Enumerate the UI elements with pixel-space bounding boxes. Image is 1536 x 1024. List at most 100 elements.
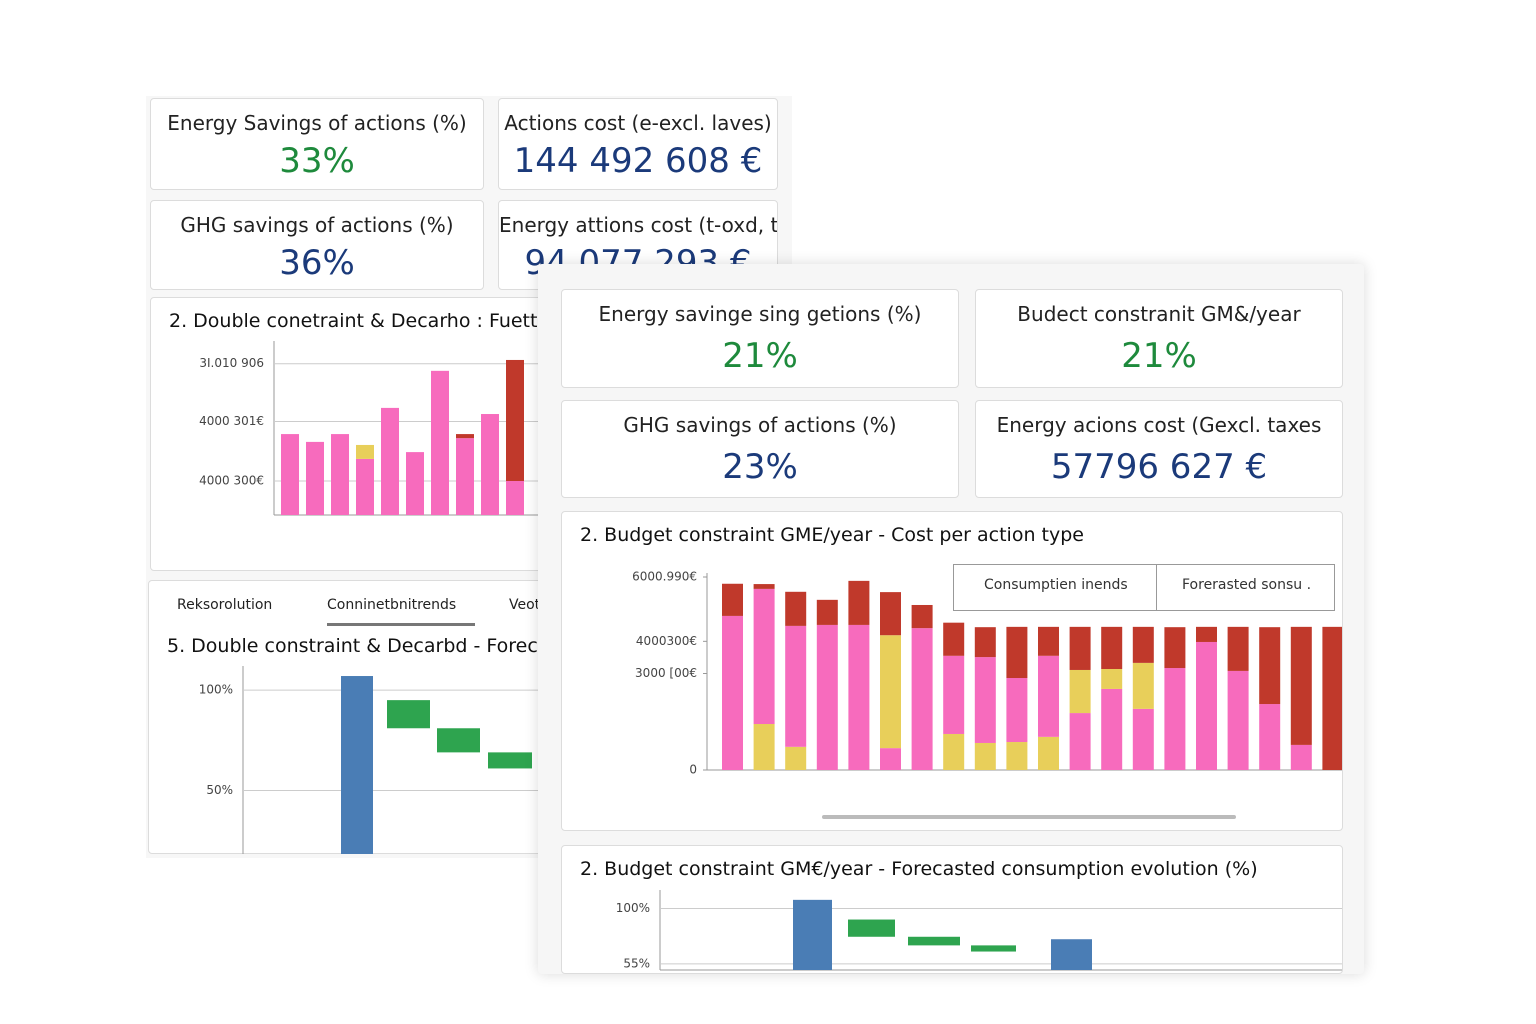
kpi-card: Energy savinge sing getions (%) 21% <box>561 289 959 388</box>
bar-segment <box>1101 668 1123 689</box>
bar-segment <box>753 584 775 589</box>
bar-segment <box>1038 626 1059 656</box>
kpi-label: Energy savinge sing getions (%) <box>598 302 922 326</box>
bar-segment <box>506 481 524 515</box>
bar-segment <box>848 624 870 770</box>
bar-segment <box>816 624 838 770</box>
kpi-value: 33% <box>279 141 355 181</box>
kpi-card: GHG savings of actions (%) 23% <box>561 400 959 498</box>
kpi-label: Energy Savings of actions (%) <box>167 111 467 135</box>
y-tick-label: 3000 [00€ <box>635 666 697 680</box>
bar-segment <box>1038 655 1059 737</box>
front-dashboard: Energy savinge sing getions (%) 21% Bude… <box>538 264 1364 974</box>
scrollbar[interactable] <box>822 815 1236 819</box>
bar-segment <box>1069 669 1091 714</box>
bar-segment <box>974 657 996 743</box>
tab[interactable]: Veot <box>509 597 541 613</box>
bar-segment <box>1227 626 1249 671</box>
waterfall-bar <box>971 945 1016 952</box>
bar-segment <box>1290 744 1312 770</box>
tab[interactable]: Reksorolution <box>177 597 273 613</box>
chart-card: 2. Budget constraint GM€/year - Forecast… <box>561 845 1343 974</box>
bar-segment <box>306 441 324 515</box>
kpi-card: Actions cost (e-excl. laves) 144 492 608… <box>498 98 778 190</box>
bar-segment <box>1164 627 1186 669</box>
kpi-value: 23% <box>722 447 798 487</box>
bar-segment <box>1038 736 1059 770</box>
y-tick-label: 3I.010 906 <box>199 356 264 370</box>
bar-segment <box>722 583 743 616</box>
y-tick-label: 4000 301€ <box>199 414 264 428</box>
legend: Consumptien inends Forerasted sonsu . <box>953 564 1335 611</box>
bar-segment <box>974 627 996 658</box>
tab-underline <box>327 623 475 626</box>
kpi-card: Energy Savings of actions (%) 33% <box>150 98 484 190</box>
y-tick-label: 50% <box>206 783 233 797</box>
waterfall-bar <box>488 752 532 769</box>
waterfall-bar <box>848 919 895 937</box>
kpi-card: GHG savings of actions (%) 36% <box>150 200 484 290</box>
bar-segment <box>911 604 933 629</box>
kpi-value: 57796 627 € <box>1050 447 1268 487</box>
waterfall-bar <box>793 899 832 970</box>
bar-segment <box>911 628 933 770</box>
kpi-label: Energy attions cost (t-oxd, t <box>499 213 778 237</box>
waterfall-bar <box>341 676 373 854</box>
legend-divider <box>1156 565 1157 610</box>
kpi-label: GHG savings of actions (%) <box>623 413 897 437</box>
bar-segment <box>943 655 965 734</box>
tab[interactable]: Conninetbnitrends <box>327 597 457 613</box>
kpi-value: 21% <box>1121 336 1197 376</box>
bar-segment <box>506 359 524 481</box>
waterfall-bar <box>387 700 430 729</box>
bar-segment <box>943 733 965 770</box>
bar-segment <box>1006 626 1028 679</box>
chart-title: 5. Double constraint & Decarbd - Forecas… <box>167 635 568 657</box>
y-tick-label: 55% <box>623 956 650 970</box>
bar-segment <box>753 588 775 725</box>
bar-segment <box>1069 713 1091 770</box>
bar-segment <box>943 622 965 656</box>
bar-segment <box>785 746 807 770</box>
bar-segment <box>1069 626 1091 670</box>
kpi-value: 144 492 608 € <box>513 141 763 181</box>
waterfall-bar <box>437 728 480 753</box>
kpi-label: Budect constranit GM&/year <box>1017 302 1301 326</box>
bar-segment <box>722 615 743 770</box>
bar-segment <box>1101 688 1123 770</box>
chart-title: 2. Budget constraint GM€/year - Forecast… <box>580 858 1258 880</box>
bar-segment <box>431 370 449 515</box>
y-tick-label: 0 <box>689 763 697 777</box>
chart: 0 3000 [00€ 4000300€ 6000.990€ <box>632 570 1342 777</box>
bar-segment <box>1259 704 1281 770</box>
bar-segment <box>785 625 807 747</box>
chart: 4000 300€ 4000 301€ 3I.010 906 <box>199 341 570 516</box>
kpi-value: 36% <box>279 243 355 283</box>
bar-segment <box>356 458 374 515</box>
bar-segment <box>974 742 996 770</box>
legend-item[interactable]: Consumptien inends <box>984 577 1128 593</box>
bar-segment <box>880 592 901 636</box>
bar-segment <box>1259 627 1281 705</box>
legend-item[interactable]: Forerasted sonsu . <box>1182 577 1312 593</box>
bar-segment <box>1101 626 1123 669</box>
bar-segment <box>1227 670 1249 770</box>
bar-segment <box>848 580 870 625</box>
bar-segment <box>381 407 399 515</box>
bar-segment <box>1196 626 1217 642</box>
bar-segment <box>1132 662 1154 709</box>
bar-segment <box>880 635 901 749</box>
chart-title: 2. Double conetraint & Decarho : Fuettoe <box>169 310 561 332</box>
bar-segment <box>1290 626 1312 745</box>
chart: 55% 100% <box>616 890 1342 971</box>
y-tick-label: 6000.990€ <box>632 570 697 584</box>
y-tick-label: 100% <box>199 683 233 697</box>
bar-segment <box>1132 708 1154 770</box>
chart-title: 2. Budget constraint GME/year - Cost per… <box>580 524 1084 546</box>
waterfall-bar <box>1051 939 1092 970</box>
kpi-card: Budect constranit GM&/year 21% <box>975 289 1343 388</box>
bar-segment <box>1164 668 1186 770</box>
bar-segment <box>785 591 807 626</box>
bar-segment <box>281 434 299 515</box>
kpi-label: GHG savings of actions (%) <box>180 213 454 237</box>
